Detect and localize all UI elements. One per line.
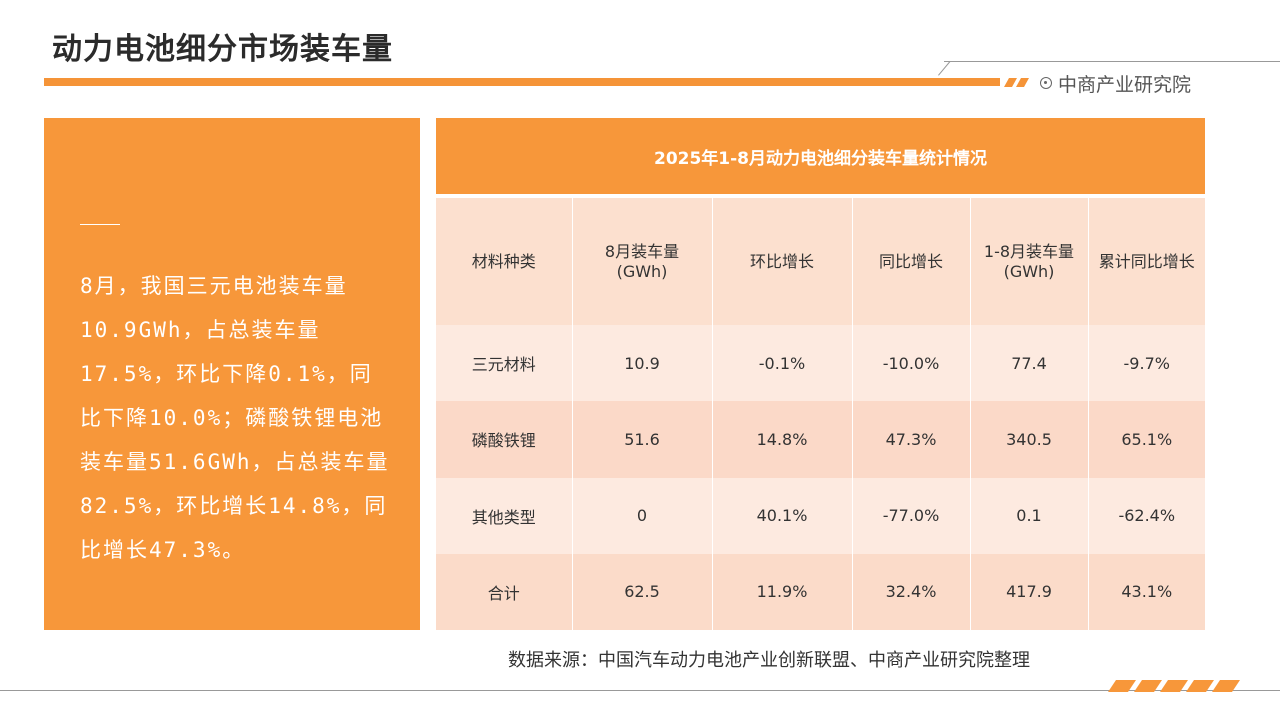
- table-cell: 43.1%: [1088, 553, 1205, 630]
- summary-rule: [80, 224, 120, 225]
- table-row: 三元材料 10.9 -0.1% -10.0% 77.4 -9.7%: [436, 325, 1205, 402]
- footer-stripes: [1108, 680, 1240, 692]
- column-header: 1-8月装车量 (GWh): [970, 198, 1089, 326]
- table-row: 磷酸铁锂 51.6 14.8% 47.3% 340.5 65.1%: [436, 401, 1205, 478]
- accent-stripes: [1004, 78, 1029, 87]
- table-cell: 32.4%: [852, 553, 971, 630]
- brand-name: 中商产业研究院: [1058, 73, 1192, 96]
- table-cell: 合计: [436, 553, 573, 630]
- table-cell: 77.4: [970, 325, 1089, 402]
- column-header: 8月装车量 (GWh): [572, 198, 713, 326]
- table-cell: 0.1: [970, 477, 1089, 554]
- column-header: 材料种类: [436, 198, 573, 326]
- table-cell: 14.8%: [712, 401, 853, 478]
- page-title: 动力电池细分市场装车量: [52, 32, 393, 67]
- table-row: 其他类型 0 40.1% -77.0% 0.1 -62.4%: [436, 477, 1205, 554]
- column-header: 同比增长: [852, 198, 971, 326]
- column-header: 累计同比增长: [1088, 198, 1205, 326]
- table-header-row: 材料种类 8月装车量 (GWh) 环比增长 同比增长 1-8月装车量 (GWh)…: [436, 198, 1205, 326]
- table-cell: 其他类型: [436, 477, 573, 554]
- table-cell: 10.9: [572, 325, 713, 402]
- table-cell: -0.1%: [712, 325, 853, 402]
- table-cell: 磷酸铁锂: [436, 401, 573, 478]
- header-rule: [944, 61, 1280, 62]
- title-underline: [44, 78, 1000, 86]
- table-title: 2025年1-8月动力电池细分装车量统计情况: [436, 118, 1205, 194]
- table-cell: -10.0%: [852, 325, 971, 402]
- table-cell: 0: [572, 477, 713, 554]
- table-cell: 三元材料: [436, 325, 573, 402]
- footer-rule: [0, 690, 1280, 691]
- data-source-note: 数据来源：中国汽车动力电池产业创新联盟、中商产业研究院整理: [508, 650, 1030, 671]
- table-cell: -9.7%: [1088, 325, 1205, 402]
- table-cell: -77.0%: [852, 477, 971, 554]
- table-total-row: 合计 62.5 11.9% 32.4% 417.9 43.1%: [436, 553, 1205, 630]
- table-cell: 11.9%: [712, 553, 853, 630]
- summary-text: 8月，我国三元电池装车量10.9GWh，占总装车量17.5%，环比下降0.1%，…: [80, 274, 390, 562]
- column-header: 环比增长: [712, 198, 853, 326]
- table-cell: 40.1%: [712, 477, 853, 554]
- header-rule-slant: [938, 61, 951, 76]
- table-cell: -62.4%: [1088, 477, 1205, 554]
- stats-table: 材料种类 8月装车量 (GWh) 环比增长 同比增长 1-8月装车量 (GWh)…: [436, 198, 1205, 630]
- table-cell: 62.5: [572, 553, 713, 630]
- brand-logo: 中商产业研究院: [1040, 70, 1191, 96]
- table-cell: 47.3%: [852, 401, 971, 478]
- table-cell: 51.6: [572, 401, 713, 478]
- table-cell: 340.5: [970, 401, 1089, 478]
- table-cell: 65.1%: [1088, 401, 1205, 478]
- target-icon: [1040, 77, 1052, 89]
- table-cell: 417.9: [970, 553, 1089, 630]
- stats-table-card: 2025年1-8月动力电池细分装车量统计情况 材料种类 8月装车量 (GWh) …: [436, 118, 1205, 630]
- summary-panel: 8月，我国三元电池装车量10.9GWh，占总装车量17.5%，环比下降0.1%，…: [44, 118, 420, 630]
